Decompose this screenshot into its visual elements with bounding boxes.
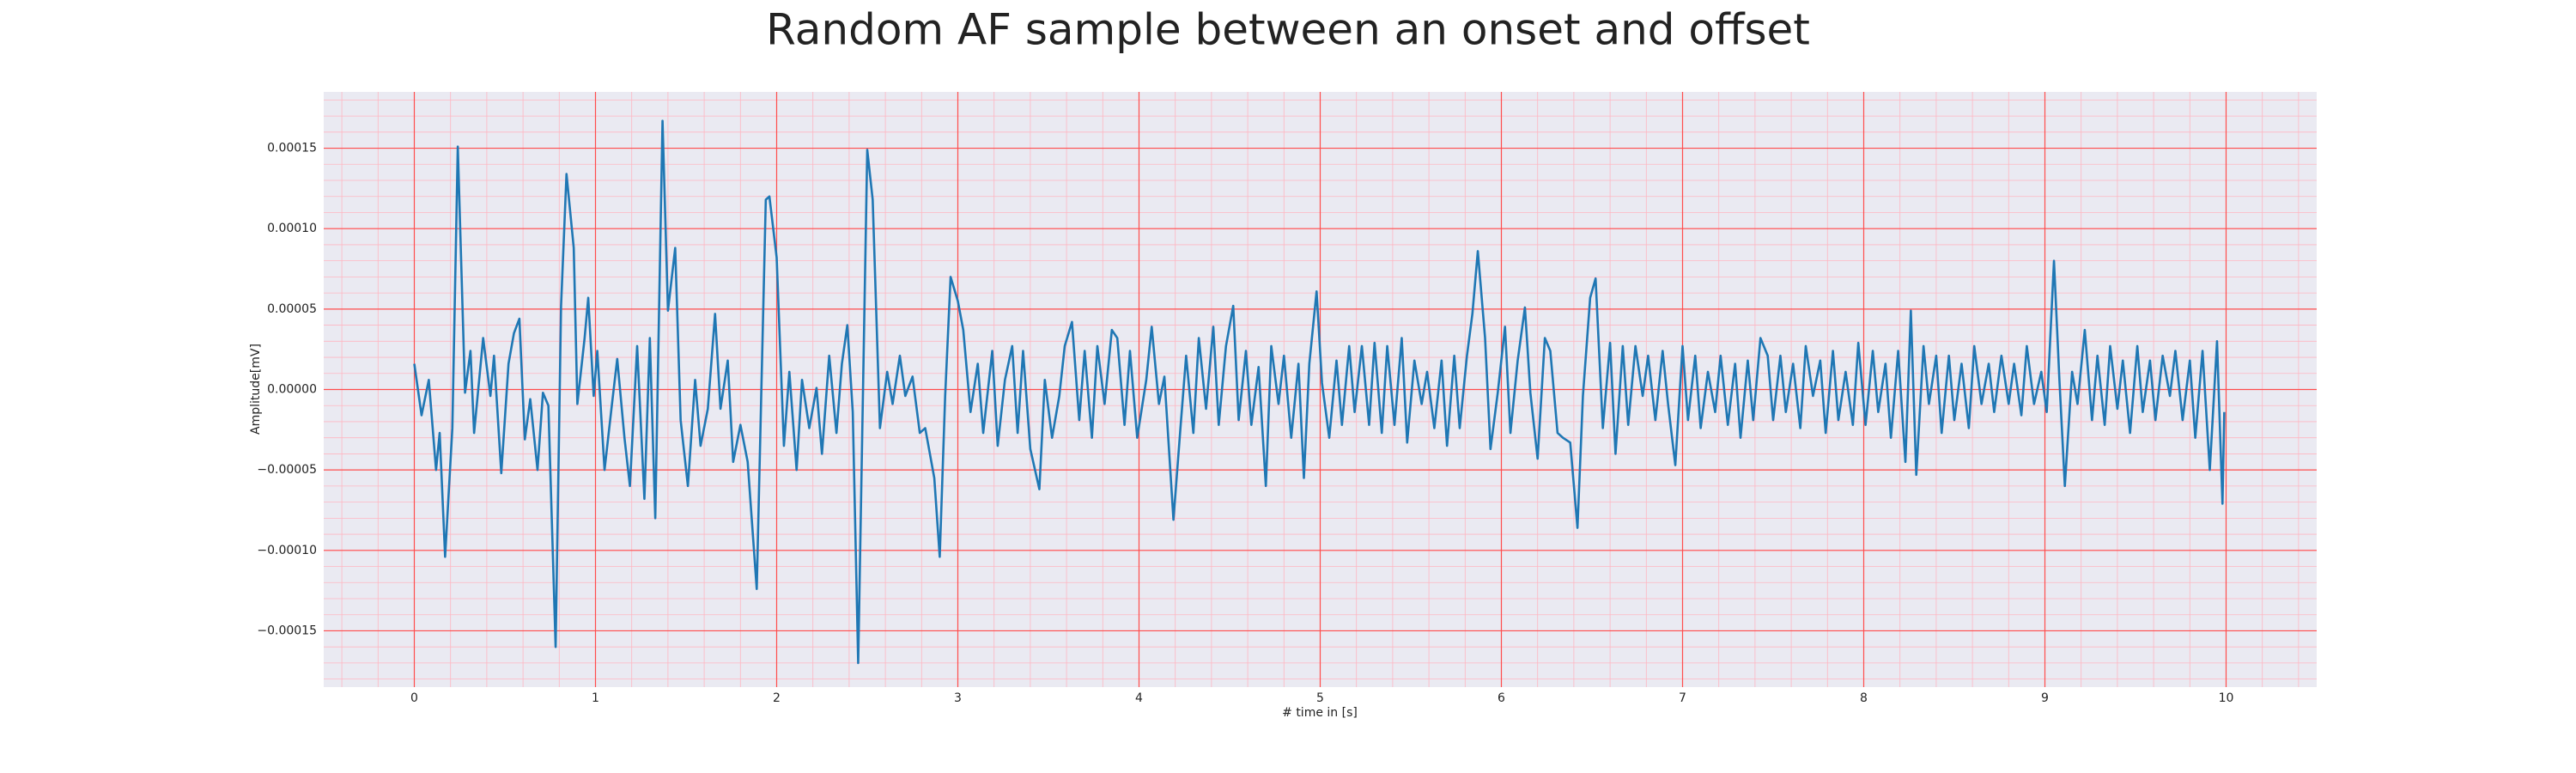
x-tick-label: 2 bbox=[773, 691, 781, 705]
x-tick-label: 1 bbox=[592, 691, 599, 705]
x-tick-label: 5 bbox=[1316, 691, 1324, 705]
x-tick-label: 10 bbox=[2219, 691, 2234, 705]
y-tick-label: 0.00000 bbox=[267, 383, 317, 397]
x-tick-label: 4 bbox=[1135, 691, 1143, 705]
x-tick-label: 3 bbox=[954, 691, 962, 705]
y-tick-label: 0.00005 bbox=[267, 302, 317, 316]
x-axis-label: # time in [s] bbox=[1282, 706, 1358, 720]
y-tick-label: 0.00015 bbox=[267, 142, 317, 155]
x-tick-label: 0 bbox=[410, 691, 418, 705]
chart-title: Random AF sample between an onset and of… bbox=[766, 5, 1810, 55]
x-tick-label: 6 bbox=[1498, 691, 1505, 705]
x-tick-label: 8 bbox=[1860, 691, 1868, 705]
signal-line bbox=[413, 119, 2226, 665]
y-tick-label: −0.00005 bbox=[257, 463, 317, 477]
x-tick-label: 7 bbox=[1679, 691, 1686, 705]
y-tick-label: −0.00010 bbox=[257, 544, 317, 557]
y-axis-label: Amplitude[mV] bbox=[249, 344, 263, 435]
y-tick-label: 0.00010 bbox=[267, 222, 317, 235]
x-tick-label: 9 bbox=[2041, 691, 2049, 705]
y-tick-label: −0.00015 bbox=[257, 624, 317, 637]
